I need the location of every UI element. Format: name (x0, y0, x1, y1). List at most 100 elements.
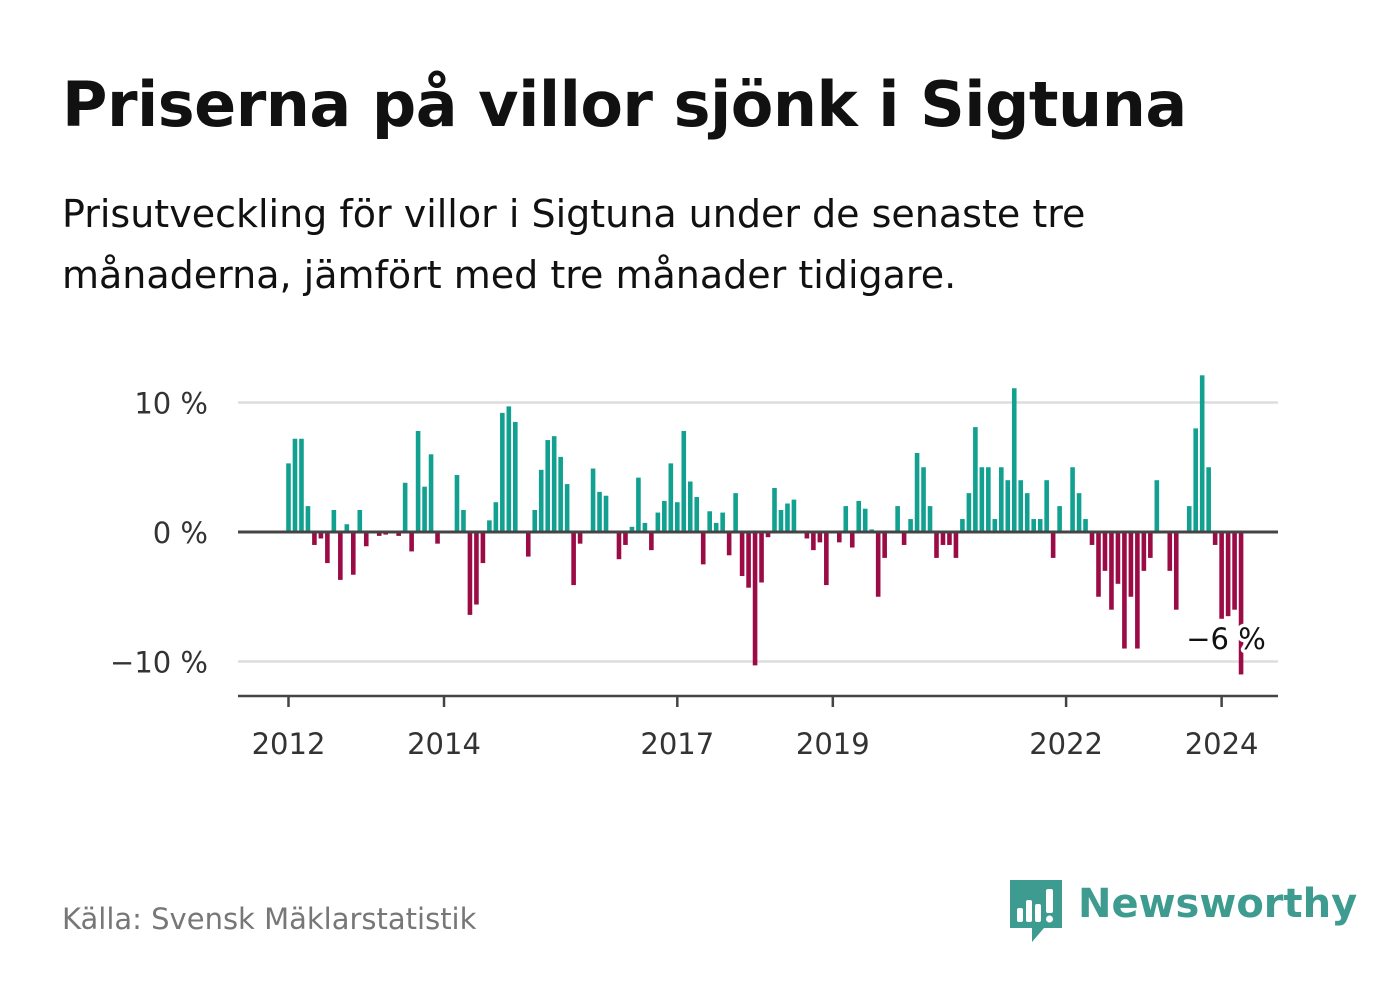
bar (759, 532, 764, 583)
x-axis-tick-labels: 2012 2014 2017 2019 2022 2024 (252, 696, 1259, 761)
y-tick-label: −10 % (110, 646, 208, 680)
bar (1037, 519, 1043, 532)
bar (1005, 480, 1011, 532)
bar (668, 463, 674, 532)
bar (467, 532, 473, 615)
bar (338, 532, 343, 580)
bar (415, 430, 421, 532)
bar (1031, 519, 1036, 532)
bar (817, 532, 823, 543)
bar (778, 509, 784, 532)
bar (1206, 467, 1211, 532)
bar (564, 484, 570, 532)
bar (577, 532, 583, 544)
bar (986, 467, 991, 532)
bar (357, 509, 363, 532)
bar (837, 532, 842, 543)
bar (882, 532, 887, 558)
bar (344, 524, 350, 532)
bar (500, 412, 505, 532)
bar (1011, 388, 1017, 532)
price-change-chart: 10 % 0 % −10 % 2012 2014 2017 2019 2022 2024 −6… (110, 375, 1278, 761)
bar (597, 491, 602, 532)
bar (571, 532, 576, 586)
bar (623, 532, 628, 545)
bar (694, 497, 700, 532)
bar (474, 532, 479, 605)
bar (675, 502, 680, 532)
bar (1083, 519, 1088, 532)
bar (1154, 480, 1160, 532)
bar (493, 502, 499, 532)
bar (396, 532, 401, 536)
bar (785, 503, 790, 532)
source-credit: Källa: Svensk Mäklarstatistik (62, 902, 477, 936)
bar (376, 532, 382, 536)
bar (1115, 532, 1121, 584)
x-tick-label: 2017 (640, 727, 714, 761)
bar (979, 467, 985, 532)
latest-value-label: −6 % (1186, 622, 1266, 656)
bar (940, 532, 946, 545)
bar (545, 440, 550, 532)
chart-bars (286, 375, 1244, 675)
bar (642, 522, 648, 532)
bar (409, 532, 414, 552)
bar (487, 520, 492, 532)
bar (538, 469, 544, 532)
bar (1057, 506, 1062, 532)
x-tick-label: 2022 (1029, 727, 1103, 761)
bar (1141, 532, 1147, 571)
chart-gridlines (238, 401, 1278, 663)
brand-name: Newsworthy (1078, 881, 1358, 927)
bar (292, 438, 298, 532)
bar (558, 456, 563, 532)
brand-logo[interactable]: Newsworthy (1010, 876, 1357, 944)
bar (1070, 467, 1075, 532)
bar (649, 532, 654, 551)
bar (506, 406, 512, 532)
bar (636, 477, 641, 532)
bar (999, 467, 1004, 532)
bar (960, 519, 965, 532)
x-tick-label: 2024 (1185, 727, 1259, 761)
bar (1232, 532, 1237, 610)
annotation-halo: −6 % (1186, 622, 1266, 656)
bar (351, 532, 356, 575)
bar (772, 487, 777, 532)
bar (1076, 493, 1082, 532)
bar (1167, 532, 1173, 571)
bar (1128, 532, 1134, 597)
bar (765, 532, 771, 538)
bar (1238, 532, 1244, 675)
bar (480, 532, 486, 564)
bar (752, 532, 758, 666)
bar (733, 493, 738, 532)
chart-annotations: −6 %−6 % (1183, 619, 1270, 660)
y-axis-tick-labels: 10 % 0 % −10 % (110, 387, 208, 680)
bar (1212, 532, 1218, 545)
bar (1122, 532, 1127, 649)
bar (1102, 532, 1108, 571)
x-tick-label: 2014 (407, 727, 481, 761)
bar (811, 532, 816, 551)
chart-axes (238, 530, 1278, 698)
bar (461, 509, 466, 532)
bar (914, 453, 920, 532)
bar (992, 519, 998, 532)
bar (1148, 532, 1153, 558)
bar (532, 509, 538, 532)
bar (681, 430, 687, 532)
x-tick-label: 2019 (796, 727, 870, 761)
bar (901, 532, 907, 545)
bar (713, 522, 719, 532)
bar (1186, 506, 1192, 532)
bar (862, 508, 868, 532)
bar (908, 519, 913, 532)
bar (707, 511, 712, 532)
bar (312, 532, 317, 545)
x-tick-label: 2012 (252, 727, 326, 761)
bar (973, 427, 978, 532)
bar (1219, 532, 1224, 619)
bar (603, 495, 609, 532)
